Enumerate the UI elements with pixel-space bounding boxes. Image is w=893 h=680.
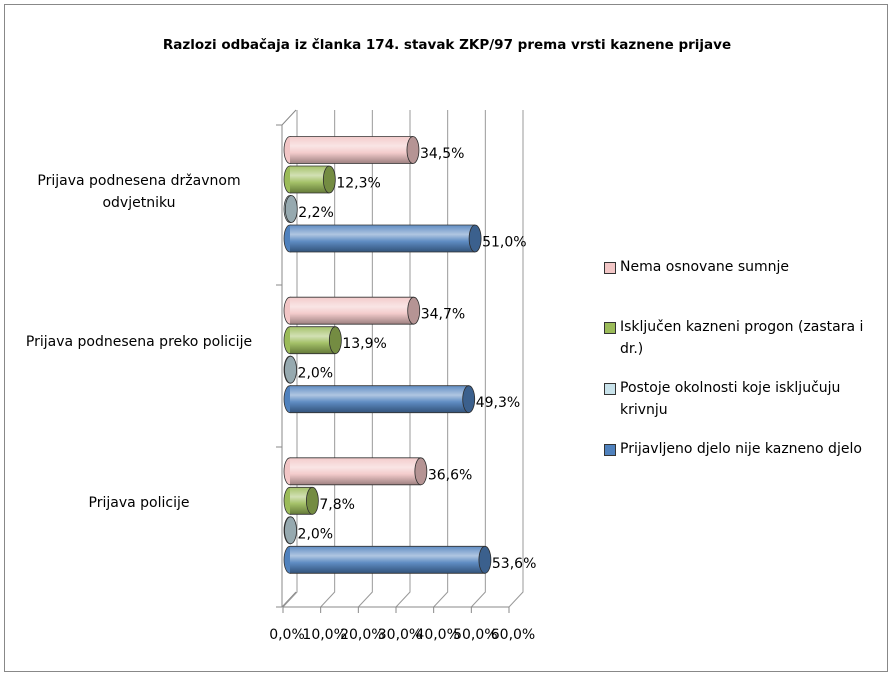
bar-shadow	[290, 297, 414, 325]
bar-outline	[290, 224, 476, 253]
bar-outline	[290, 545, 485, 574]
bar-cap	[478, 545, 492, 574]
bar	[283, 457, 428, 486]
bar-cap-shade	[462, 385, 475, 413]
bar	[283, 195, 298, 223]
x-tick-label: 20,0%	[340, 627, 384, 643]
chart-title: Razlozi odbačaja iz članka 174. stavak Z…	[163, 37, 731, 53]
bar	[283, 136, 420, 164]
legend-label: Isključen kazneni progon (zastara i dr.)	[620, 319, 864, 357]
bar-shadow	[290, 385, 469, 413]
value-label: 13,9%	[342, 336, 386, 352]
value-label: 12,3%	[336, 176, 380, 192]
bar	[283, 486, 319, 515]
legend-swatch	[604, 383, 616, 395]
bar	[283, 385, 476, 414]
bar-outline	[290, 326, 336, 355]
value-label: 2,2%	[298, 205, 334, 221]
x-tick-label: 10,0%	[302, 627, 346, 643]
grid-line	[433, 110, 449, 608]
bar	[283, 545, 492, 574]
category-label: Prijava podnesena preko policije	[25, 334, 253, 350]
category-label: Prijava podnesena državnom odvjetniku	[37, 173, 241, 212]
value-label: 2,0%	[298, 526, 334, 542]
bar-shadow	[290, 225, 476, 252]
x-tick-label: 30,0%	[378, 627, 422, 643]
bar-cap-shade	[323, 166, 336, 193]
bar-cap-shade	[284, 516, 297, 544]
x-tick-label: 60,0%	[491, 627, 535, 643]
bar-shadow	[290, 546, 485, 574]
bar-shadow	[290, 136, 413, 164]
bar-outline	[290, 165, 330, 194]
bar-outline	[290, 296, 414, 325]
bar-cap-shade	[406, 136, 419, 164]
bar-cap	[414, 457, 428, 486]
legend-label: Nema osnovane sumnje	[620, 259, 790, 275]
grid-line	[395, 110, 411, 608]
bar-cap-shade	[407, 297, 420, 325]
bar-cap-shade	[414, 457, 427, 485]
value-label: 2,0%	[298, 366, 334, 382]
bar	[283, 296, 421, 325]
bar-cap-shade	[478, 546, 491, 574]
bar-cap	[284, 516, 297, 545]
bar-cap-shade	[469, 225, 482, 252]
legend-swatch	[604, 322, 616, 334]
grid-line	[508, 110, 524, 608]
x-tick-label: 0,0%	[269, 627, 305, 643]
bar-cap	[407, 296, 421, 325]
legend-item: Prijavljeno djelo nije kazneno djelo	[604, 438, 889, 460]
bar-cap	[468, 224, 482, 253]
grid-line	[357, 110, 373, 608]
bar-cap	[406, 136, 420, 164]
bar-shadow	[290, 166, 330, 193]
bar-cap	[328, 326, 342, 355]
value-label: 34,5%	[420, 146, 464, 162]
bar-outline	[290, 136, 413, 164]
legend-item: Postoje okolnosti koje isključuju krivnj…	[604, 377, 889, 421]
axis-frame	[276, 109, 297, 608]
grid-line	[320, 110, 336, 608]
bar-cap	[305, 486, 319, 515]
bar-cap-shade	[329, 326, 342, 354]
value-label: 7,8%	[319, 497, 355, 513]
chart-border	[4, 4, 888, 672]
bar-cap-shade	[285, 195, 298, 223]
value-label: 49,3%	[476, 395, 520, 411]
bar-shadow	[290, 326, 336, 354]
bar-cap	[284, 195, 298, 223]
bar	[283, 516, 297, 545]
legend-swatch	[604, 262, 616, 274]
legend-label: Postoje okolnosti koje isključuju krivnj…	[620, 380, 841, 418]
x-tick-label: 50,0%	[453, 627, 497, 643]
bar	[283, 224, 482, 253]
bar-cap-shade	[306, 487, 319, 515]
legend-item: Nema osnovane sumnje	[604, 256, 889, 278]
legend-label: Prijavljeno djelo nije kazneno djelo	[620, 441, 862, 457]
value-label: 36,6%	[428, 467, 472, 483]
bar-cap	[322, 165, 336, 194]
bar-cap	[462, 385, 476, 414]
category-label: Prijava policije	[88, 494, 190, 511]
legend-swatch	[604, 444, 616, 456]
value-label: 51,0%	[482, 235, 526, 251]
bar-shadow	[290, 457, 421, 485]
bar	[283, 165, 336, 194]
bar-outline	[290, 457, 421, 486]
bar	[283, 326, 342, 355]
bar-outline	[290, 385, 469, 414]
bar-outline	[290, 486, 313, 515]
bar-cap-shade	[284, 356, 297, 384]
legend-item: Isključen kazneni progon (zastara i dr.)	[604, 316, 889, 360]
grid-line	[282, 110, 298, 608]
bar	[283, 355, 297, 384]
value-label: 53,6%	[492, 556, 536, 572]
bar-cap	[284, 355, 297, 384]
value-label: 34,7%	[421, 307, 465, 323]
grid-line	[470, 110, 486, 608]
x-tick-label: 40,0%	[415, 627, 459, 643]
